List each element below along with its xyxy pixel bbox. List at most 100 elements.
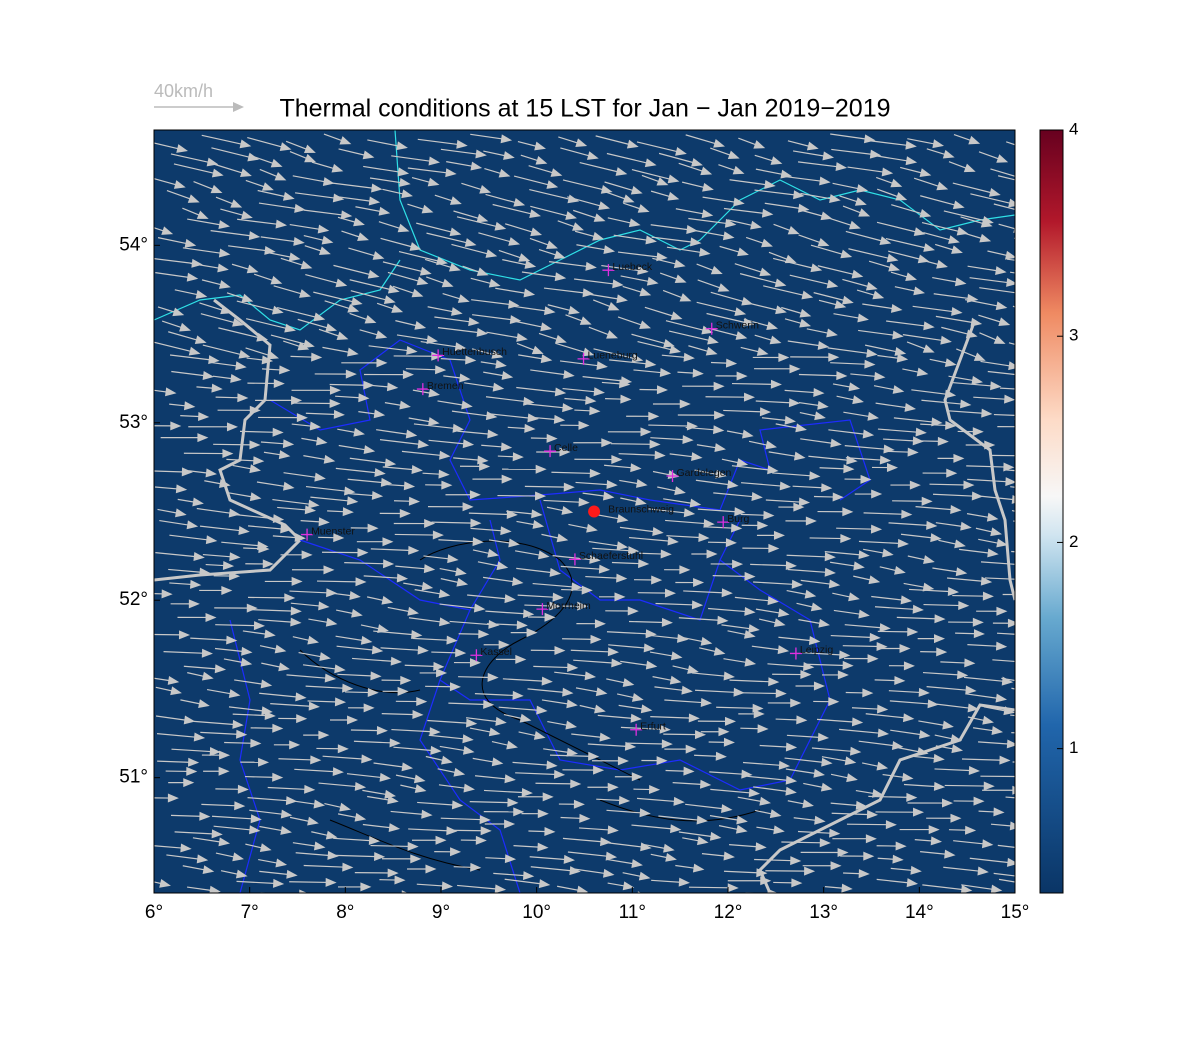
wind-arrow-head: [1026, 678, 1038, 687]
title: Thermal conditions at 15 LST for Jan − J…: [279, 95, 890, 123]
wind-arrow: [846, 897, 875, 900]
x-tick-label: 15°: [1001, 902, 1030, 923]
wind-arrow-head: [984, 894, 996, 903]
wind-arrow-head: [1062, 866, 1074, 875]
wind-arrow: [887, 894, 928, 899]
wind-arrow-head: [1026, 385, 1037, 394]
x-tick-label: 6°: [145, 902, 163, 923]
wind-arrow: [213, 444, 252, 445]
wind-arrow: [562, 639, 593, 640]
wind-arrow: [843, 646, 880, 647]
city-label: Bremen: [427, 380, 464, 392]
wind-arrow: [1013, 521, 1039, 525]
wind-arrow: [952, 596, 986, 597]
wind-arrow: [666, 770, 687, 771]
wind-arrow: [535, 783, 573, 784]
wind-arrow: [345, 692, 371, 693]
wind-arrow-head: [1029, 309, 1041, 317]
wind-arrow: [652, 898, 692, 899]
wind-arrow: [371, 846, 411, 847]
wind-arrow: [930, 484, 967, 485]
x-tick-label: 8°: [336, 902, 354, 923]
wind-arrow-head: [1029, 658, 1040, 667]
city-label: Gardelegen: [677, 467, 732, 479]
wind-arrow: [955, 633, 977, 634]
wind-arrow-head: [1063, 354, 1074, 363]
reference-arrow-head: [233, 102, 244, 112]
wind-arrow: [224, 742, 253, 743]
wind-arrow-head: [1021, 794, 1032, 803]
city-label: Braunschweig: [608, 503, 674, 515]
wind-arrow: [626, 743, 665, 744]
wind-arrow-head: [1074, 666, 1085, 675]
wind-arrow: [158, 897, 180, 901]
wind-arrow: [798, 900, 816, 901]
city-label: Kassel: [480, 646, 512, 658]
wind-arrow-head: [358, 893, 369, 902]
wind-arrow: [351, 730, 380, 731]
wind-arrow-head: [1024, 208, 1036, 217]
wind-arrow: [525, 486, 567, 487]
map-background: [154, 130, 1015, 893]
wind-arrow-head: [1017, 173, 1029, 182]
y-tick-label: 53°: [119, 412, 148, 433]
wind-arrow-head: [1078, 449, 1089, 458]
wind-arrow: [781, 842, 822, 843]
city-label: Schwerin: [716, 320, 759, 332]
wind-arrow-head: [1024, 371, 1035, 380]
wind-arrow-head: [1018, 772, 1029, 781]
x-tick-label: 14°: [905, 902, 934, 923]
wind-arrow-head: [1017, 289, 1029, 298]
wind-arrow: [614, 894, 640, 896]
y-tick-label: 54°: [119, 234, 148, 255]
wind-arrow: [743, 693, 779, 694]
wind-arrow-head: [1027, 145, 1039, 154]
wind-arrow: [395, 534, 436, 535]
wind-arrow: [478, 895, 519, 900]
wind-arrow: [330, 384, 367, 385]
wind-arrow: [1014, 238, 1039, 243]
wind-arrow-head: [554, 895, 566, 904]
wind-arrow-head: [1070, 249, 1082, 258]
wind-arrow-head: [1014, 411, 1025, 420]
colorbar: [1040, 130, 1063, 893]
city-label: Huettenbusch: [442, 346, 507, 358]
wind-arrow-head: [1015, 878, 1027, 887]
wind-arrow-head: [1012, 495, 1023, 504]
y-tick-label: 52°: [119, 589, 148, 610]
colorbar-tick-label: 1: [1069, 738, 1078, 757]
wind-arrow: [561, 590, 585, 591]
wind-arrow: [530, 895, 558, 900]
wind-arrow: [740, 728, 760, 729]
x-tick-label: 12°: [714, 902, 743, 923]
x-tick-label: 10°: [522, 902, 551, 923]
wind-arrow: [142, 634, 182, 635]
y-tick-label: 51°: [119, 767, 148, 788]
city-label: Muenster: [311, 525, 355, 537]
wind-arrow: [317, 581, 359, 582]
wind-arrow: [1013, 306, 1034, 314]
wind-arrow-head: [1020, 590, 1031, 599]
wind-arrow-head: [1066, 170, 1078, 179]
wind-arrow: [965, 895, 988, 899]
wind-arrow-head: [689, 894, 700, 903]
wind-arrow-head: [958, 901, 969, 910]
wind-arrow: [1014, 896, 1033, 898]
wind-arrow: [875, 680, 898, 681]
city-label: Burg: [727, 513, 749, 525]
wind-arrow: [289, 882, 328, 883]
colorbar-tick-label: 3: [1069, 326, 1078, 345]
city-label: Celle: [554, 442, 578, 454]
wind-arrow: [245, 777, 275, 778]
x-tick-label: 9°: [432, 902, 450, 923]
wind-arrow-head: [1023, 575, 1034, 584]
x-tick-label: 11°: [619, 902, 646, 923]
colorbar-tick-label: 4: [1069, 119, 1078, 138]
wind-arrow: [888, 451, 911, 452]
wind-arrow: [1016, 321, 1035, 329]
city-label: Lueneburg: [588, 350, 638, 362]
city-label: Luebeck: [612, 261, 652, 273]
site-marker: [588, 506, 600, 518]
wind-arrow: [713, 576, 748, 577]
